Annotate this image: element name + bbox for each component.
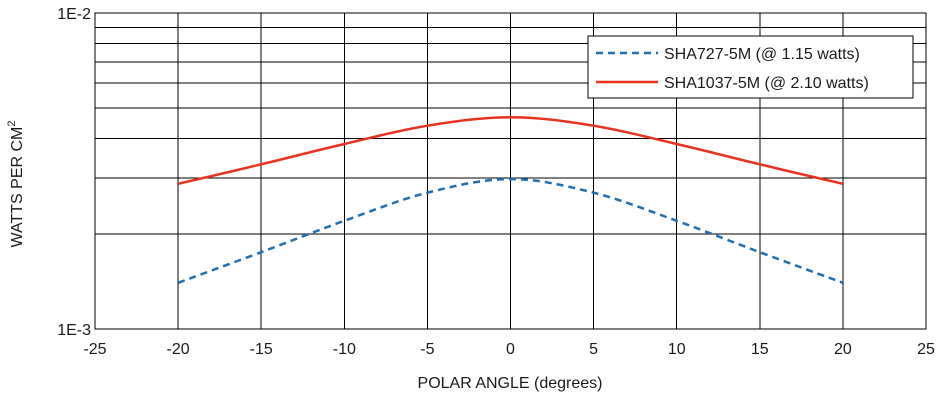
x-tick-label: -15: [250, 341, 273, 358]
x-tick-label: 5: [589, 341, 598, 358]
x-tick-labels: -25 -20 -15 -10 -5 0 5 10 15 20 25: [83, 341, 935, 358]
x-tick-label: 15: [751, 341, 769, 358]
x-tick-label: 20: [834, 341, 852, 358]
x-tick-label: -10: [333, 341, 356, 358]
x-tick-label: -20: [167, 341, 190, 358]
legend-label-1: SHA727-5M (@ 1.15 watts): [664, 46, 860, 63]
plot-series: [177, 115, 844, 284]
x-tick-label: -25: [83, 341, 106, 358]
y-tick-labels: 1E-3 1E-2: [57, 6, 91, 339]
y-axis-label-superscript: 2: [6, 120, 18, 126]
series-line-2: [177, 115, 844, 186]
x-tick-label: -5: [420, 341, 434, 358]
plot-frame: [94, 12, 927, 330]
y-tick-label: 1E-3: [57, 322, 91, 339]
legend-label-2: SHA1037-5M (@ 2.10 watts): [664, 75, 869, 92]
y-tick-label: 1E-2: [57, 6, 91, 23]
y-axis-label-text: WATTS PER CM: [9, 127, 26, 248]
x-tick-label: 25: [917, 341, 935, 358]
x-tick-label: 0: [506, 341, 515, 358]
series-line-1: [177, 177, 844, 284]
x-axis-label: POLAR ANGLE (degrees): [418, 375, 603, 392]
legend-box: [587, 35, 914, 99]
x-tick-label: 10: [668, 341, 686, 358]
legend: SHA727-5M (@ 1.15 watts) SHA1037-5M (@ 2.…: [587, 35, 914, 99]
y-axis-label: WATTS PER CM2: [6, 120, 26, 247]
